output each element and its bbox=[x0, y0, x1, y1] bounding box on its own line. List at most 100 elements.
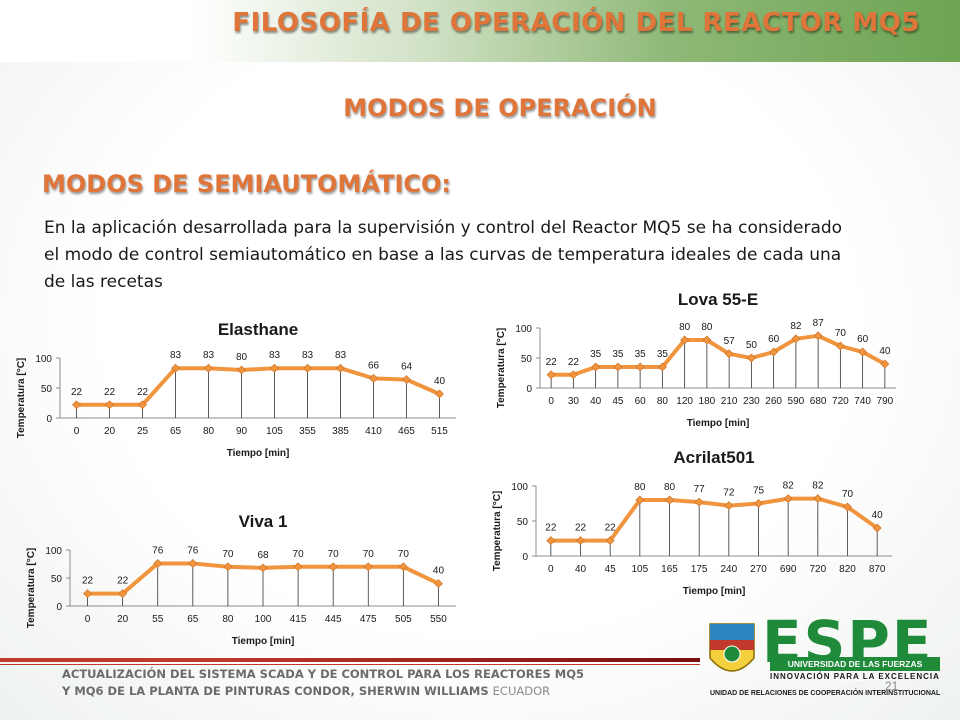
chart-elasthane: Elasthane 0 50 100 22 22 22 83 83 80 83 83 83 66 64 40 0… bbox=[16, 320, 456, 459]
title-banner bbox=[0, 0, 960, 62]
chart-title-elasthane: Elasthane bbox=[218, 320, 298, 339]
data-point-viva-1 bbox=[328, 562, 338, 572]
slide-title: FILOSOFÍA DE OPERACIÓN DEL REACTOR MQ5 bbox=[232, 8, 920, 38]
data-point-lova-55-e bbox=[613, 362, 623, 372]
series-line-elasthane bbox=[76, 366, 441, 407]
data-point-viva-1 bbox=[258, 563, 268, 573]
x-tick-label-viva-1: 100 bbox=[255, 614, 272, 625]
data-label-viva-1: 22 bbox=[117, 576, 129, 587]
data-label-viva-1: 70 bbox=[363, 549, 375, 560]
data-label-elasthane: 80 bbox=[236, 352, 248, 363]
data-point-elasthane bbox=[402, 375, 411, 385]
data-label-viva-1: 40 bbox=[433, 566, 445, 577]
x-tick-label-acrilat501: 870 bbox=[869, 564, 886, 575]
data-label-viva-1: 70 bbox=[398, 549, 410, 560]
x-tick-label-viva-1: 20 bbox=[117, 614, 129, 625]
data-label-acrilat501: 80 bbox=[664, 482, 676, 493]
footer-text: ACTUALIZACIÓN DEL SISTEMA SCADA Y DE CON… bbox=[62, 666, 584, 700]
x-tick-label-lova-55-e: 740 bbox=[854, 396, 871, 407]
data-point-viva-1 bbox=[153, 559, 163, 568]
data-label-elasthane: 83 bbox=[335, 350, 347, 361]
data-point-viva-1 bbox=[83, 589, 92, 599]
x-tick-label-lova-55-e: 260 bbox=[765, 396, 782, 407]
section-heading: MODOS DE SEMIAUTOMÁTICO: bbox=[42, 170, 452, 198]
data-label-lova-55-e: 22 bbox=[546, 357, 558, 368]
x-tick-label-viva-1: 65 bbox=[187, 614, 199, 625]
data-point-lova-55-e bbox=[858, 347, 868, 357]
data-point-acrilat501 bbox=[783, 494, 793, 504]
data-label-acrilat501: 40 bbox=[872, 510, 884, 521]
x-tick-label-viva-1: 505 bbox=[395, 614, 412, 625]
data-point-acrilat501 bbox=[546, 536, 556, 546]
data-label-acrilat501: 82 bbox=[812, 481, 824, 492]
data-label-lova-55-e: 82 bbox=[790, 321, 802, 332]
espe-logo-university: UNIVERSIDAD DE LAS FUERZAS ARMADAS bbox=[770, 657, 940, 683]
data-label-lova-55-e: 60 bbox=[768, 334, 780, 345]
x-tick-label-lova-55-e: 80 bbox=[657, 396, 669, 407]
x-tick-label-elasthane: 80 bbox=[203, 426, 215, 437]
data-point-lova-55-e bbox=[746, 353, 756, 363]
x-tick-label-elasthane: 355 bbox=[299, 426, 316, 437]
data-label-lova-55-e: 35 bbox=[635, 349, 647, 360]
data-point-elasthane bbox=[237, 365, 246, 375]
x-tick-label-elasthane: 410 bbox=[365, 426, 382, 437]
data-point-lova-55-e bbox=[813, 331, 823, 341]
data-point-lova-55-e bbox=[635, 362, 645, 372]
data-point-lova-55-e bbox=[769, 347, 779, 357]
data-point-acrilat501 bbox=[754, 499, 763, 508]
x-tick-label-viva-1: 0 bbox=[85, 614, 91, 625]
x-tick-label-acrilat501: 0 bbox=[548, 564, 554, 575]
espe-logo-unit: UNIDAD DE RELACIONES DE COOPERACIÓN INTE… bbox=[710, 690, 941, 697]
x-tick-label-acrilat501: 720 bbox=[809, 564, 826, 575]
x-tick-label-acrilat501: 165 bbox=[661, 564, 678, 575]
data-label-lova-55-e: 57 bbox=[724, 336, 736, 347]
y-tick-label-elasthane: 0 bbox=[46, 414, 52, 425]
y-tick-label-acrilat501: 0 bbox=[522, 552, 528, 563]
x-tick-label-acrilat501: 690 bbox=[780, 564, 797, 575]
y-tick-label-viva-1: 100 bbox=[45, 546, 62, 557]
page-number: 21 bbox=[885, 679, 899, 693]
body-paragraph: En la aplicación desarrollada para la su… bbox=[44, 218, 843, 292]
data-label-elasthane: 40 bbox=[434, 376, 446, 387]
data-point-lova-55-e bbox=[880, 359, 890, 369]
x-tick-label-lova-55-e: 680 bbox=[810, 396, 827, 407]
y-tick-label-viva-1: 0 bbox=[56, 602, 62, 613]
x-tick-label-viva-1: 415 bbox=[290, 614, 307, 625]
x-tick-label-viva-1: 445 bbox=[325, 614, 342, 625]
espe-crest-icon bbox=[709, 623, 755, 672]
data-label-elasthane: 64 bbox=[401, 362, 413, 373]
series-line-lova-55-e bbox=[551, 333, 886, 377]
x-tick-label-elasthane: 20 bbox=[104, 426, 116, 437]
data-point-lova-55-e bbox=[591, 362, 601, 372]
chart-title-viva-1: Viva 1 bbox=[239, 512, 288, 531]
x-tick-label-acrilat501: 175 bbox=[691, 564, 708, 575]
data-label-acrilat501: 22 bbox=[545, 523, 557, 534]
y-tick-label-acrilat501: 50 bbox=[517, 517, 529, 528]
x-tick-label-lova-55-e: 40 bbox=[590, 396, 602, 407]
data-point-elasthane bbox=[105, 400, 114, 410]
data-label-acrilat501: 22 bbox=[605, 523, 617, 534]
x-tick-label-lova-55-e: 120 bbox=[676, 396, 693, 407]
x-tick-label-viva-1: 55 bbox=[152, 614, 164, 625]
x-tick-label-lova-55-e: 60 bbox=[635, 396, 647, 407]
data-point-viva-1 bbox=[434, 579, 443, 589]
x-tick-label-lova-55-e: 230 bbox=[743, 396, 760, 407]
data-label-viva-1: 70 bbox=[222, 549, 234, 560]
data-label-elasthane: 83 bbox=[269, 350, 281, 361]
data-label-acrilat501: 22 bbox=[575, 523, 587, 534]
data-point-elasthane bbox=[435, 389, 444, 399]
data-label-lova-55-e: 87 bbox=[813, 318, 825, 329]
x-tick-label-lova-55-e: 0 bbox=[548, 396, 554, 407]
data-label-elasthane: 83 bbox=[170, 350, 182, 361]
data-label-lova-55-e: 35 bbox=[612, 349, 624, 360]
footer-line-2-country: ECUADOR bbox=[492, 684, 551, 698]
y-tick-label-lova-55-e: 50 bbox=[521, 354, 533, 365]
data-point-acrilat501 bbox=[724, 501, 734, 511]
x-tick-label-lova-55-e: 720 bbox=[832, 396, 849, 407]
y-axis-label-elasthane: Temperatura [°C] bbox=[16, 358, 27, 439]
y-tick-label-elasthane: 100 bbox=[35, 354, 52, 365]
data-point-viva-1 bbox=[188, 559, 198, 568]
data-point-acrilat501 bbox=[605, 536, 615, 546]
data-point-lova-55-e bbox=[568, 370, 578, 380]
data-label-viva-1: 70 bbox=[293, 549, 305, 560]
